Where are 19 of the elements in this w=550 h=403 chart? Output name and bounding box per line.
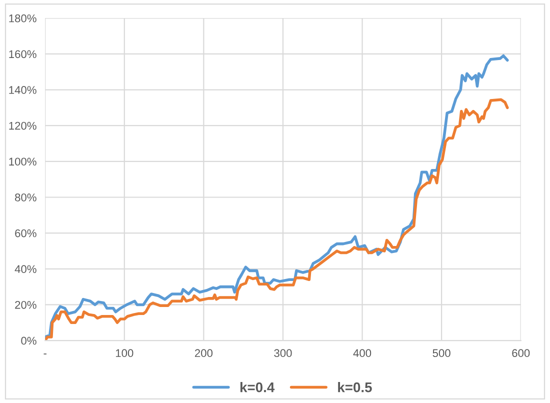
y-tick-label: 120% [9,122,36,130]
y-tick-label: 40% [14,265,36,274]
y-tick-label: 80% [15,194,36,202]
y-tick-label: 60% [15,229,36,238]
y-tick-label: 0% [21,336,36,345]
y-tick-label: 20% [15,300,36,309]
y-tick-label: 140% [9,86,36,94]
y-tick-label: 100% [9,158,36,166]
y-tick-label: 160% [9,50,36,58]
x-tick-label: 500 [432,349,450,358]
x-tick-label: 600 [512,349,530,358]
line-series [45,98,509,341]
y-tick-label: 180% [9,14,36,22]
x-tick-label: 200 [194,349,213,358]
legend-label: k=0.4 [240,382,275,392]
legend-label: k=0.5 [338,382,372,392]
x-tick-label: 300 [274,349,292,358]
x-tick-label: 400 [353,349,372,358]
x-tick-label: 100 [116,349,134,358]
